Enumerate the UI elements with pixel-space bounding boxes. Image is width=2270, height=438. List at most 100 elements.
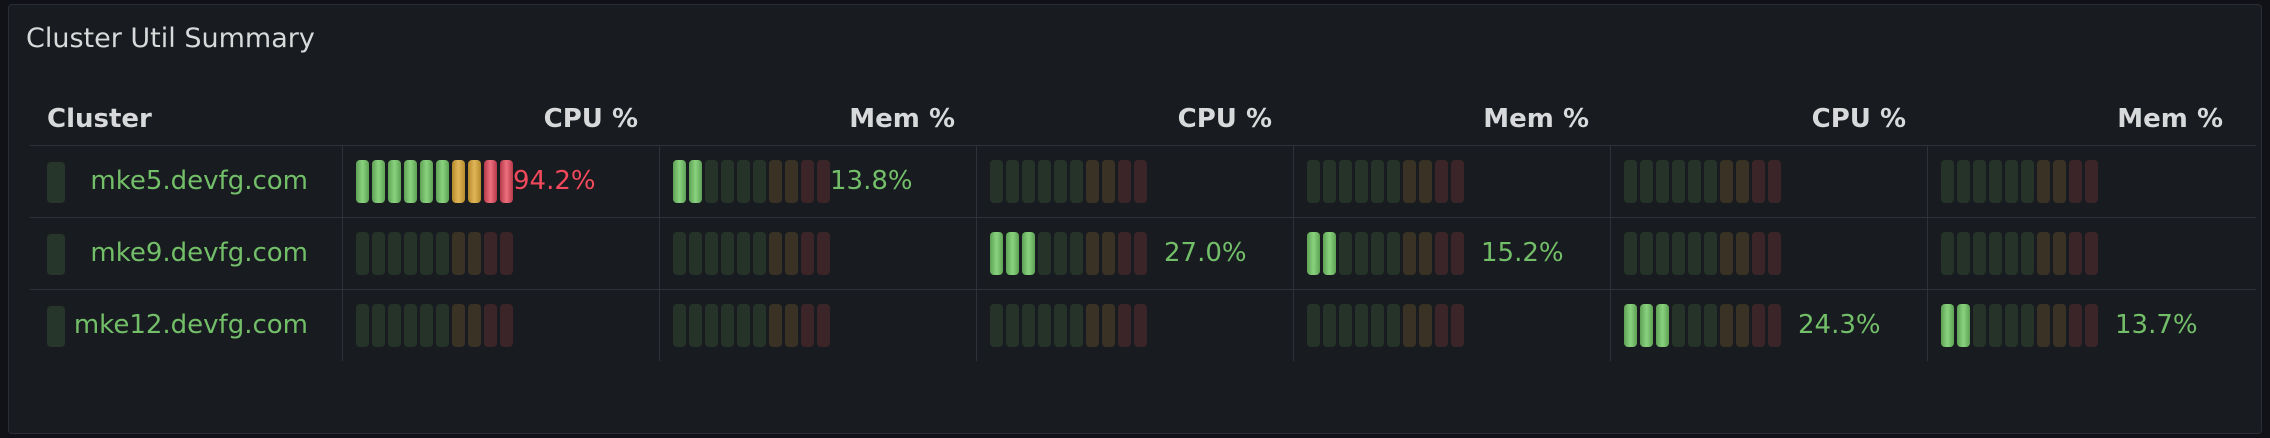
gauge-segment <box>2037 160 2050 203</box>
gauge-segment <box>420 304 433 347</box>
metric-cell-cpu-1 <box>343 218 660 289</box>
column-header-cluster[interactable]: Cluster <box>47 104 152 134</box>
gauge-segment <box>1355 304 1368 347</box>
gauge-segment <box>1102 160 1115 203</box>
cluster-link[interactable]: mke9.devfg.com <box>90 238 308 268</box>
table-row: mke12.devfg.com 24.3% 13.7% <box>30 290 2256 361</box>
gauge-segment <box>1339 160 1352 203</box>
gauge-segment <box>737 160 750 203</box>
gauge-segment <box>689 304 702 347</box>
gauge-segment <box>817 160 830 203</box>
gauge-segment <box>1371 232 1384 275</box>
gauge-segment <box>1323 232 1336 275</box>
gauge-segment <box>817 304 830 347</box>
cluster-cell: mke12.devfg.com <box>30 290 343 361</box>
gauge-segment <box>1070 304 1083 347</box>
column-header-mem-3[interactable]: Mem % <box>2117 104 2223 134</box>
gauge-segment <box>372 232 385 275</box>
gauge-segment <box>1941 232 1954 275</box>
gauge-segment <box>1006 160 1019 203</box>
gauge-segment <box>1339 232 1352 275</box>
gauge-segment <box>1054 304 1067 347</box>
bar-gauge <box>990 232 1147 275</box>
metric-value: 94.2% <box>513 166 596 196</box>
metric-value: 27.0% <box>1164 238 1247 268</box>
column-header-mem-2[interactable]: Mem % <box>1483 104 1589 134</box>
gauge-segment <box>1435 160 1448 203</box>
gauge-segment <box>1118 232 1131 275</box>
gauge-segment <box>673 232 686 275</box>
gauge-segment <box>1022 232 1035 275</box>
bar-gauge <box>356 160 513 203</box>
metric-cell-cpu-2 <box>977 146 1294 217</box>
gauge-segment <box>1656 232 1669 275</box>
gauge-segment <box>2005 232 2018 275</box>
metric-cell-mem-3 <box>1928 218 2245 289</box>
gauge-segment <box>1672 304 1685 347</box>
gauge-segment <box>990 304 1003 347</box>
cluster-link[interactable]: mke5.devfg.com <box>90 166 308 196</box>
metric-cell-mem-2 <box>1294 290 1611 361</box>
gauge-segment <box>1387 160 1400 203</box>
gauge-segment <box>1435 304 1448 347</box>
gauge-segment <box>1419 304 1432 347</box>
gauge-segment <box>689 232 702 275</box>
column-header-mem-1[interactable]: Mem % <box>849 104 955 134</box>
metric-cell-cpu-2 <box>977 290 1294 361</box>
gauge-segment <box>2021 160 2034 203</box>
gauge-segment <box>785 232 798 275</box>
gauge-segment <box>1752 160 1765 203</box>
gauge-segment <box>2085 160 2098 203</box>
gauge-segment <box>1070 232 1083 275</box>
gauge-segment <box>1134 232 1147 275</box>
gauge-segment <box>484 304 497 347</box>
gauge-segment <box>2053 304 2066 347</box>
gauge-segment <box>1022 160 1035 203</box>
gauge-segment <box>673 304 686 347</box>
gauge-segment <box>1704 232 1717 275</box>
gauge-segment <box>1624 232 1637 275</box>
metric-cell-cpu-1 <box>343 290 660 361</box>
gauge-segment <box>388 232 401 275</box>
gauge-segment <box>1102 304 1115 347</box>
metric-cell-mem-3: 13.7% <box>1928 290 2245 361</box>
gauge-segment <box>500 304 513 347</box>
gauge-segment <box>1989 160 2002 203</box>
gauge-segment <box>1768 160 1781 203</box>
bar-gauge <box>673 232 830 275</box>
metric-cell-cpu-3: 24.3% <box>1611 290 1928 361</box>
column-header-cpu-3[interactable]: CPU % <box>1811 104 1906 134</box>
gauge-segment <box>1768 232 1781 275</box>
metric-value: 13.7% <box>2115 310 2198 340</box>
gauge-segment <box>1957 232 1970 275</box>
gauge-segment <box>356 160 369 203</box>
gauge-segment <box>673 160 686 203</box>
gauge-segment <box>1134 160 1147 203</box>
metric-cell-cpu-3 <box>1611 218 1928 289</box>
column-header-cpu-1[interactable]: CPU % <box>543 104 638 134</box>
gauge-segment <box>468 304 481 347</box>
gauge-segment <box>372 160 385 203</box>
column-header-cpu-2[interactable]: CPU % <box>1177 104 1272 134</box>
gauge-segment <box>1973 160 1986 203</box>
table-header-row: Cluster CPU % Mem % CPU % Mem % CPU % Me… <box>30 93 2256 146</box>
gauge-segment <box>1989 304 2002 347</box>
gauge-segment <box>468 160 481 203</box>
gauge-segment <box>388 304 401 347</box>
gauge-segment <box>1736 160 1749 203</box>
bar-gauge <box>1941 304 2098 347</box>
bar-gauge <box>1307 160 1464 203</box>
gauge-segment <box>2085 304 2098 347</box>
cluster-link[interactable]: mke12.devfg.com <box>73 310 308 340</box>
metric-cell-mem-1: 13.8% <box>660 146 977 217</box>
gauge-segment <box>2021 232 2034 275</box>
gauge-segment <box>785 304 798 347</box>
gauge-segment <box>500 160 513 203</box>
bar-gauge <box>356 304 513 347</box>
gauge-segment <box>705 160 718 203</box>
row-color-marker <box>47 234 65 275</box>
gauge-segment <box>1720 160 1733 203</box>
gauge-segment <box>2005 304 2018 347</box>
gauge-segment <box>1086 160 1099 203</box>
gauge-segment <box>753 160 766 203</box>
